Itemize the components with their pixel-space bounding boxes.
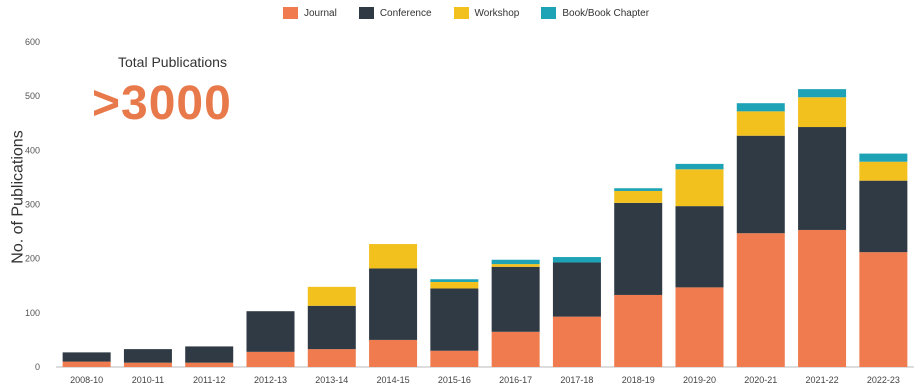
bar-book-book-chapter-2021-22 [798,89,847,98]
y-tick-label-2: 200 [25,254,40,264]
bar-workshop-2021-22 [798,97,847,128]
bar-conference-2013-14 [307,305,356,350]
y-tick-label-4: 400 [25,145,40,155]
bar-book-book-chapter-2015-16 [430,279,479,282]
bar-conference-2011-12 [185,346,234,363]
x-tick-label-2019-20: 2019-20 [683,375,716,385]
legend-item-conference: Conference [358,7,432,19]
legend-swatch-workshop [453,7,469,19]
bar-workshop-2020-21 [736,111,785,136]
x-tick-label-2018-19: 2018-19 [622,375,655,385]
bar-book-book-chapter-2018-19 [614,188,663,191]
total-publications-label: Total Publications [118,54,227,70]
bar-journal-2018-19 [614,294,663,367]
legend-label-journal: Journal [304,7,337,19]
bar-book-book-chapter-2017-18 [552,257,601,263]
x-tick-label-2017-18: 2017-18 [560,375,593,385]
x-tick-label-2014-15: 2014-15 [377,375,410,385]
bar-journal-2022-23 [859,252,908,367]
bar-book-book-chapter-2020-21 [736,103,785,112]
bar-conference-2022-23 [859,180,908,253]
bar-book-book-chapter-2016-17 [491,259,540,265]
bar-workshop-2014-15 [369,244,418,269]
y-tick-label-0: 0 [35,362,40,372]
bar-conference-2010-11 [123,349,172,363]
bar-journal-2011-12 [185,362,234,367]
x-tick-label-2015-16: 2015-16 [438,375,471,385]
legend-swatch-journal [283,7,298,19]
x-tick-label-2020-21: 2020-21 [744,375,777,385]
legend-label-conference: Conference [379,7,432,19]
x-tick-label-2021-22: 2021-22 [806,375,839,385]
y-tick-label-6: 600 [25,37,40,47]
bar-conference-2014-15 [369,268,418,340]
chart-legend: Journal Conference Workshop Book/Book Ch… [283,7,649,19]
bar-journal-2014-15 [369,339,418,367]
bar-journal-2021-22 [798,229,847,367]
bar-workshop-2022-23 [859,161,908,181]
x-tick-label-2010-11: 2010-11 [132,375,164,385]
bar-journal-2012-13 [246,351,295,367]
bar-book-book-chapter-2019-20 [675,163,724,170]
x-tick-label-2011-12: 2011-12 [193,375,225,385]
legend-item-workshop: Workshop [453,7,520,19]
bar-journal-2020-21 [736,233,785,367]
bar-workshop-2015-16 [430,281,479,289]
bar-conference-2021-22 [798,127,847,230]
x-tick-label-2022-23: 2022-23 [867,375,900,385]
legend-swatch-book [541,7,557,19]
bar-workshop-2019-20 [675,169,724,207]
legend-label-workshop: Workshop [474,7,520,19]
y-tick-label-5: 500 [25,91,40,101]
y-tick-label-1: 100 [25,308,40,318]
bar-workshop-2013-14 [307,286,356,306]
bar-conference-2016-17 [491,266,540,332]
bar-workshop-2018-19 [614,190,663,203]
bar-conference-2017-18 [552,262,601,317]
y-tick-label-3: 300 [25,200,40,210]
total-publications-value: >3000 [92,77,232,130]
bar-conference-2020-21 [736,135,785,234]
bar-conference-2012-13 [246,311,295,352]
bar-journal-2013-14 [307,349,356,367]
legend-item-journal: Journal [283,7,337,19]
bar-conference-2015-16 [430,288,479,351]
x-tick-label-2012-13: 2012-13 [254,375,287,385]
legend-label-book: Book/Book Chapter [562,7,650,19]
legend-item-book: Book/Book Chapter [541,7,649,19]
bar-book-book-chapter-2022-23 [859,153,908,162]
bar-conference-2019-20 [675,206,724,288]
bar-journal-2010-11 [123,362,172,367]
bar-journal-2019-20 [675,287,724,367]
bar-journal-2015-16 [430,350,479,367]
legend-swatch-conference [358,7,374,19]
bar-conference-2018-19 [614,202,663,295]
bar-journal-2016-17 [491,331,540,367]
x-tick-label-2008-10: 2008-10 [70,375,103,385]
bar-journal-2017-18 [552,316,601,367]
bar-journal-2008-10 [62,361,111,367]
bar-workshop-2016-17 [491,264,540,267]
bar-conference-2008-10 [62,352,111,362]
x-tick-label-2013-14: 2013-14 [315,375,348,385]
x-tick-label-2016-17: 2016-17 [499,375,532,385]
